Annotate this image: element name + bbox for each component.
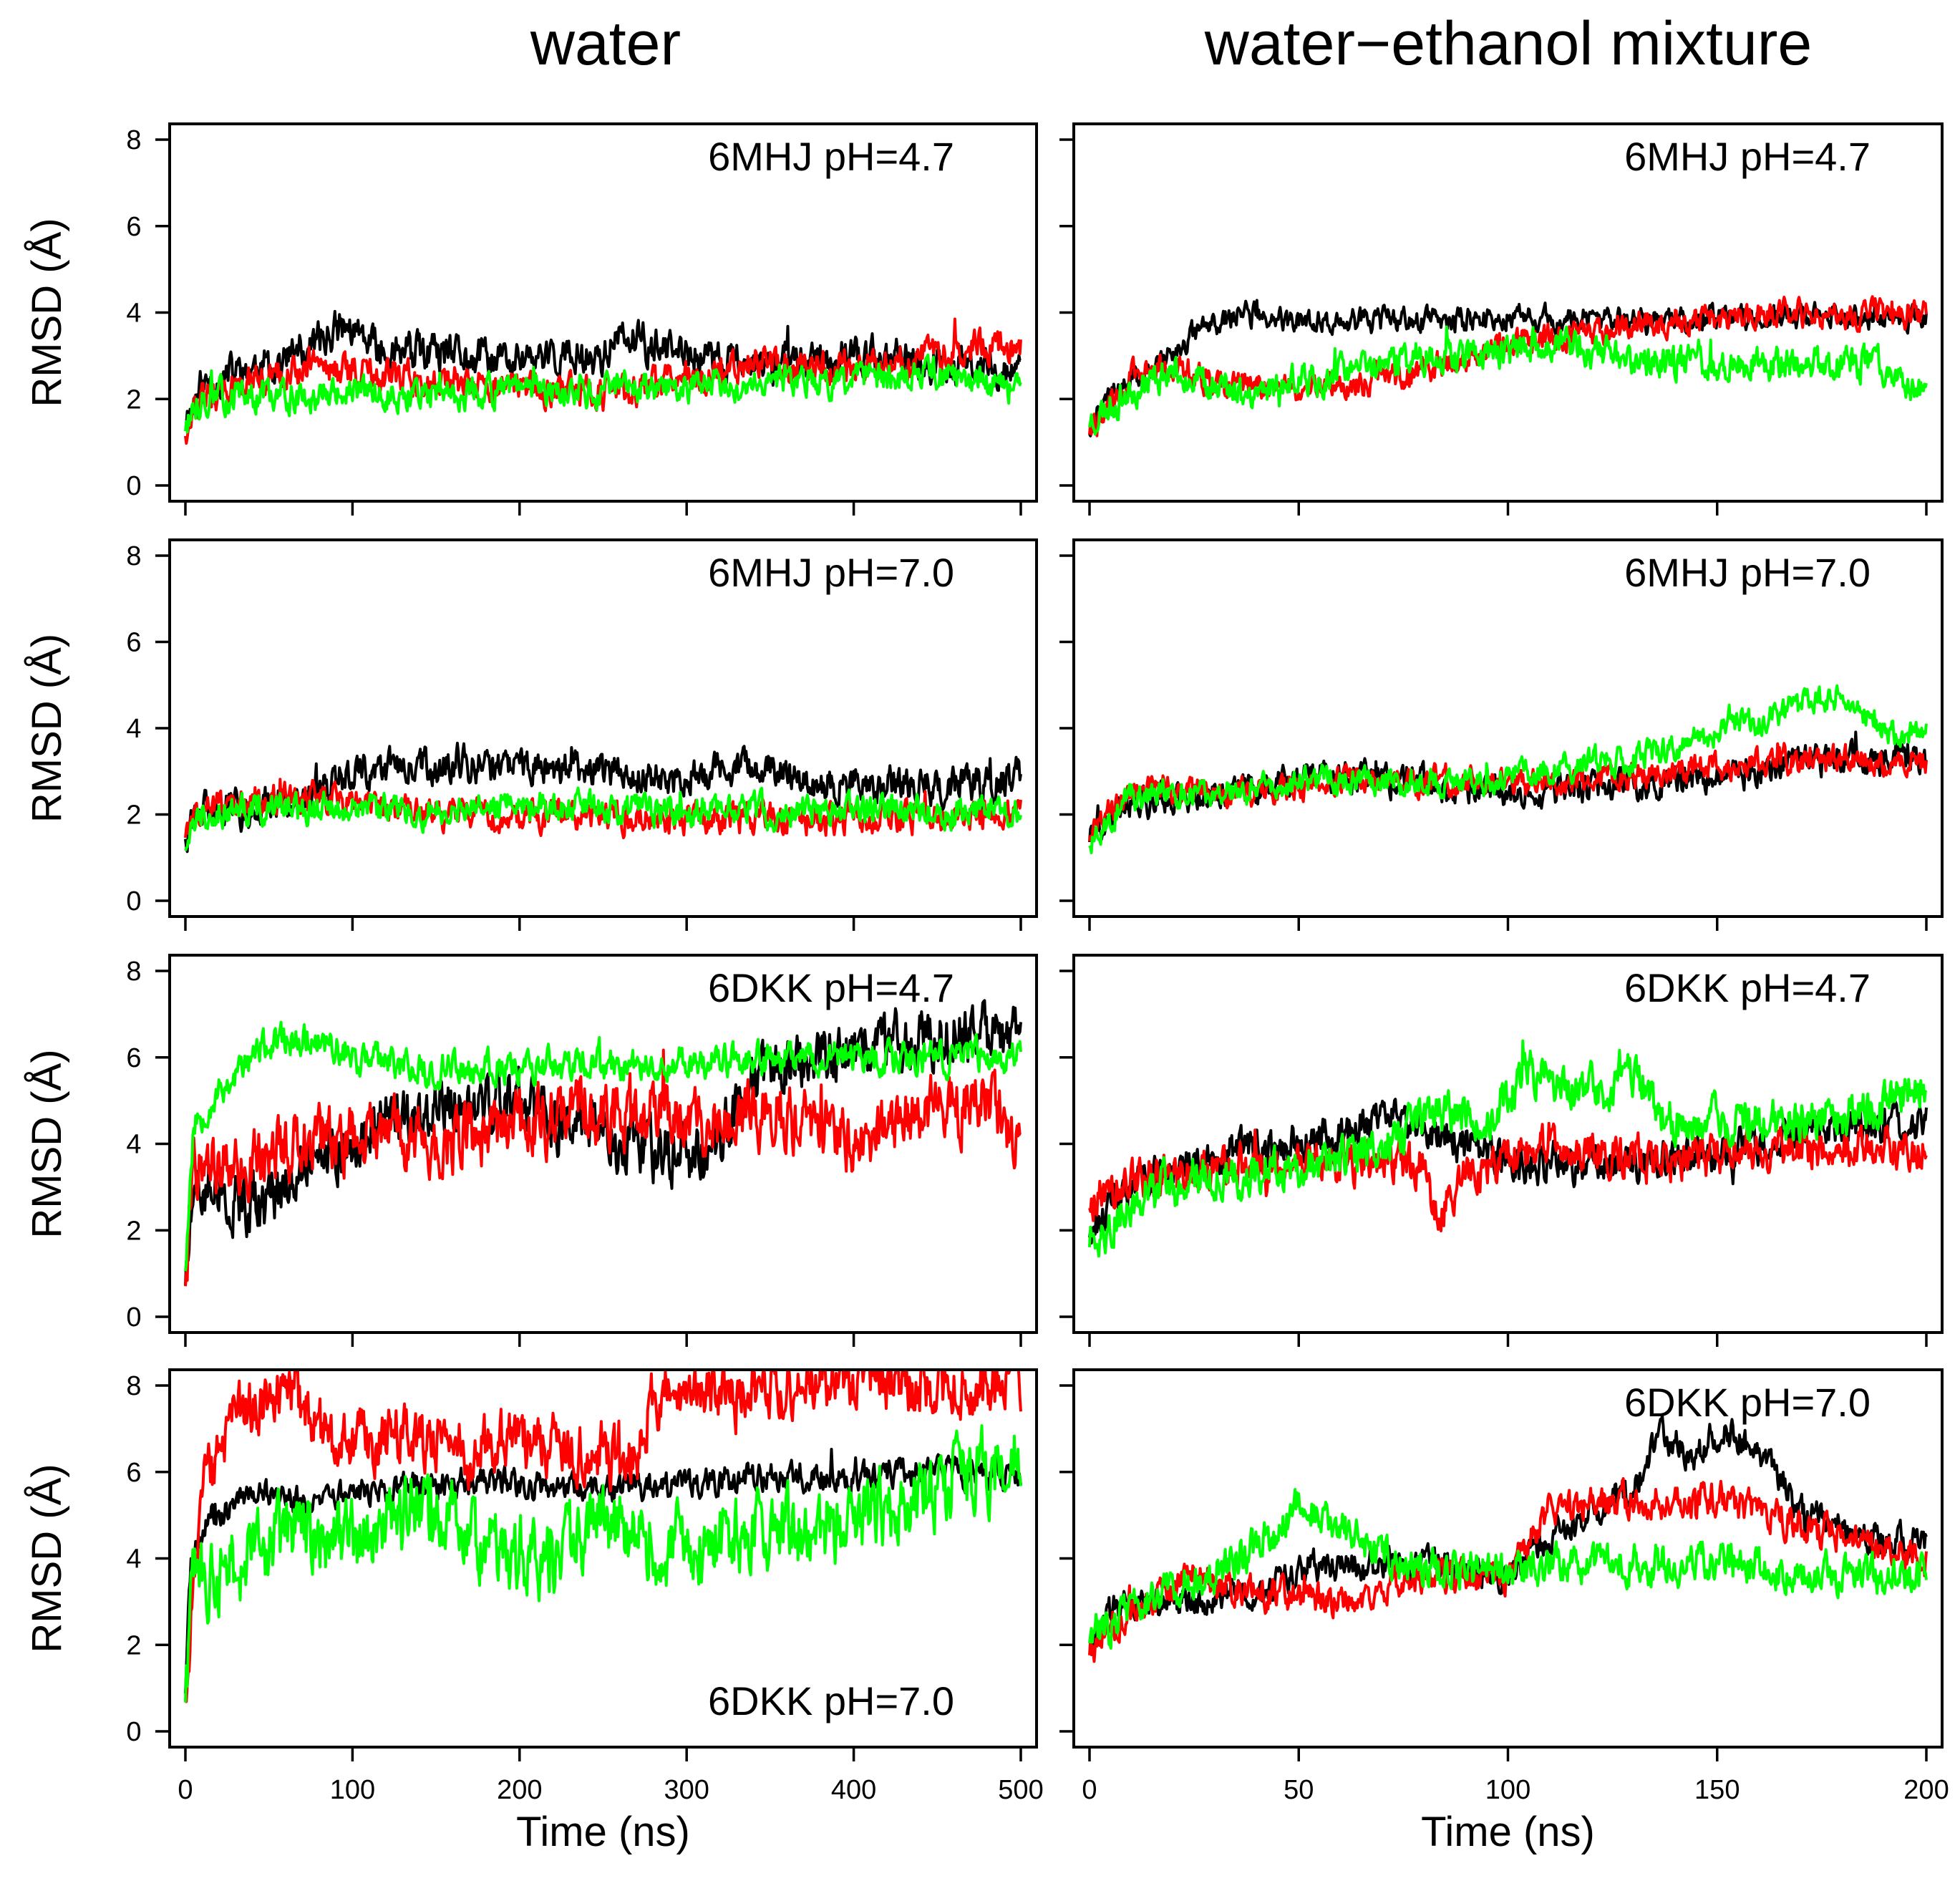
panel-label: 6MHJ pH=4.7 (708, 134, 954, 179)
panel-label: 6DKK pH=7.0 (708, 1678, 954, 1723)
panel-mix-6DKK-pH7.0: 0 50 100 150 200 Time (ns) 6DKK pH=7.0 (1059, 1368, 1949, 1855)
panel-label: 6DKK pH=4.7 (708, 965, 954, 1010)
x-tick-label: 100 (330, 1775, 375, 1805)
x-tick-label: 0 (178, 1775, 193, 1805)
x-tick-label: 500 (998, 1775, 1043, 1805)
panel-grid: 0 2 4 6 8 RMSD (Å) 6MHJ pH=4.7 6MHJ pH=4.7 0 2 4 6 8… (24, 122, 1949, 1855)
panel-label: 6MHJ pH=7.0 (1624, 550, 1871, 595)
y-axis-title: RMSD (Å) (24, 1049, 70, 1238)
panel-label: 6DKK pH=7.0 (1624, 1380, 1871, 1425)
y-tick-label: 8 (126, 125, 141, 155)
plot-frame (168, 954, 1038, 1334)
y-tick-label: 8 (126, 541, 141, 571)
panel-water-6MHJ-pH7.0: 0 2 4 6 8 RMSD (Å) 6MHJ pH=7.0 (24, 538, 1038, 931)
x-tick-label: 400 (831, 1775, 876, 1805)
x-tick-label: 300 (664, 1775, 709, 1805)
series-line-black (1088, 730, 1928, 843)
x-tick-label: 0 (1082, 1775, 1097, 1805)
x-axis-title: Time (ns) (516, 1809, 690, 1855)
panel-water-6DKK-pH4.7: 0 2 4 6 8 RMSD (Å) 6DKK pH=4.7 (24, 954, 1038, 1347)
series-line-green (1088, 684, 1928, 854)
plot-frame (168, 122, 1038, 503)
y-tick-label: 6 (126, 1458, 141, 1488)
series-group (184, 309, 1022, 445)
series-group (184, 999, 1022, 1287)
x-tick-label: 50 (1284, 1775, 1314, 1805)
y-axis-title: RMSD (Å) (24, 218, 70, 407)
series-group (1088, 1039, 1928, 1258)
series-line-red (1088, 1121, 1928, 1233)
series-line-green (1088, 1488, 1928, 1650)
series-group (1088, 1414, 1928, 1663)
panel-water-6DKK-pH7.0: 0 2 4 6 8 0 100 200 300 400 500 RMSD (Å) Time (ns) 6D… (24, 1368, 1044, 1855)
plot-frame (1072, 538, 1944, 918)
y-tick-label: 6 (126, 628, 141, 658)
series-line-green (1088, 325, 1928, 436)
y-tick-label: 4 (126, 714, 141, 744)
panel-mix-6DKK-pH4.7: 6DKK pH=4.7 (1059, 954, 1944, 1347)
x-tick-label: 200 (1903, 1775, 1949, 1805)
y-tick-label: 4 (126, 299, 141, 329)
series-line-green (184, 786, 1022, 851)
series-line-green (184, 1424, 1022, 1703)
series-group (184, 741, 1022, 854)
y-tick-label: 6 (126, 1043, 141, 1073)
series-line-green (1088, 1039, 1928, 1258)
x-tick-label: 100 (1485, 1775, 1530, 1805)
y-tick-label: 8 (126, 957, 141, 987)
series-line-red (184, 1370, 1022, 1703)
series-line-black (184, 999, 1022, 1285)
series-line-red (184, 1048, 1022, 1287)
column-title-water: water (530, 9, 681, 78)
x-tick-label: 150 (1694, 1775, 1740, 1805)
panel-water-6MHJ-pH4.7: 0 2 4 6 8 RMSD (Å) 6MHJ pH=4.7 (24, 122, 1038, 516)
plot-frame (1072, 1368, 1944, 1749)
y-tick-label: 4 (126, 1544, 141, 1575)
y-tick-label: 0 (126, 471, 141, 501)
panel-mix-6MHJ-pH4.7: 6MHJ pH=4.7 (1059, 122, 1944, 516)
x-tick-label: 200 (497, 1775, 542, 1805)
y-tick-label: 2 (126, 1630, 141, 1660)
y-tick-label: 0 (126, 886, 141, 917)
panel-label: 6MHJ pH=4.7 (1624, 134, 1871, 179)
y-axis-title: RMSD (Å) (24, 634, 70, 823)
x-axis-title: Time (ns) (1421, 1809, 1595, 1855)
series-line-black (1088, 298, 1928, 437)
y-tick-label: 2 (126, 1216, 141, 1246)
series-group (184, 1370, 1022, 1703)
plot-frame (168, 538, 1038, 918)
series-group (1088, 295, 1928, 437)
y-tick-label: 2 (126, 385, 141, 415)
panel-label: 6DKK pH=4.7 (1624, 965, 1871, 1010)
panel-mix-6MHJ-pH7.0: 6MHJ pH=7.0 (1059, 538, 1944, 931)
column-title-water-ethanol: water−ethanol mixture (1204, 9, 1813, 78)
series-line-green (184, 1020, 1022, 1272)
y-tick-label: 8 (126, 1371, 141, 1401)
y-tick-label: 4 (126, 1130, 141, 1160)
series-group (1088, 684, 1928, 854)
y-tick-label: 0 (126, 1302, 141, 1333)
y-tick-label: 2 (126, 801, 141, 831)
y-tick-label: 6 (126, 212, 141, 242)
y-tick-label: 0 (126, 1717, 141, 1747)
panel-label: 6MHJ pH=7.0 (708, 550, 954, 595)
y-axis-title: RMSD (Å) (24, 1464, 70, 1653)
series-line-green (184, 353, 1022, 434)
